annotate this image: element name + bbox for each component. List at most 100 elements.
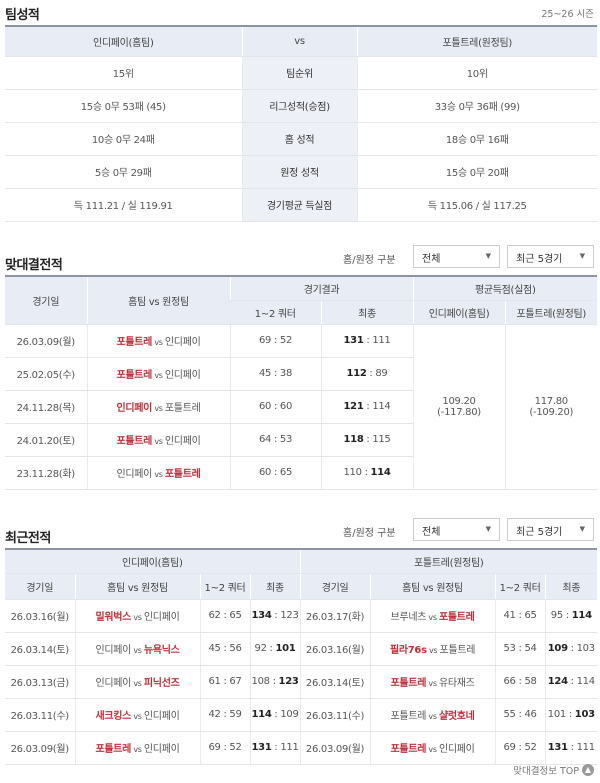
score-separator: :: [271, 467, 280, 478]
home-score: 45: [258, 368, 272, 379]
home-score: 42: [208, 709, 221, 720]
dropdown-arrow-icon: ▼: [485, 525, 491, 533]
score-separator: :: [266, 643, 276, 654]
q12-score: 55 : 46: [494, 698, 546, 732]
vs-label: vs: [131, 613, 144, 622]
game-count-select[interactable]: 최근 5경기 ▼: [507, 518, 594, 541]
away-score: 52: [279, 335, 293, 346]
away-score: 103: [574, 709, 595, 720]
match-date: 26.03.16(월): [5, 599, 75, 633]
match-date: 26.03.11(수): [5, 698, 75, 732]
vs-label: vs: [426, 679, 439, 688]
away-team: 인디페이: [164, 370, 201, 381]
home-score: 41: [503, 610, 516, 621]
table-row: 26.03.13(금) 인디페이 vs 피닉선즈 61 : 67 108 : 123 2…: [5, 665, 597, 699]
score-separator: :: [567, 643, 577, 654]
match-date: 24.01.20(토): [5, 423, 87, 457]
score-separator: :: [366, 368, 376, 379]
away-score: 114: [571, 610, 592, 621]
matchup: 포틀트레 vs 샬럿호네: [369, 698, 496, 732]
vs-label: vs: [131, 745, 144, 754]
score-separator: :: [515, 643, 525, 654]
final-score: 109 : 103: [544, 632, 597, 666]
final-score: 134 : 123: [249, 599, 301, 633]
stat-row: 10승 0무 24패 홈 성적 18승 0무 16패: [5, 122, 597, 156]
away-score: 65: [229, 610, 242, 621]
final-score: 121 : 114: [320, 390, 414, 424]
table-row: 24.01.20(토) 포틀트레 vs 인디페이 64 : 53 118 : 115: [5, 423, 597, 457]
q12-score: 69 : 52: [494, 731, 546, 765]
top-link[interactable]: 맞대결정보 TOP ▲: [513, 763, 594, 777]
score-separator: :: [271, 434, 280, 445]
vs-label: vs: [426, 712, 439, 721]
game-count-select[interactable]: 최근 5경기 ▼: [507, 245, 594, 268]
q12-header: 1~2 쿼터: [230, 300, 321, 325]
vs-label: vs: [131, 646, 144, 655]
dropdown-arrow-icon: ▼: [579, 525, 585, 533]
matchup: 브루네츠 vs 포틀트레: [369, 599, 496, 633]
table-row: 26.03.09(월) 포틀트레 vs 인디페이 69 : 52 131 : 111 1…: [5, 324, 597, 490]
away-stat: 득 115.06 / 실 117.25: [356, 188, 597, 222]
away-team: 인디페이: [164, 436, 201, 447]
select-value: 최근 5경기: [516, 527, 563, 538]
home-team: 포틀트레: [95, 744, 132, 755]
table-row: 23.11.28(화) 인디페이 vs 포틀트레 60 : 65 110 : 114: [5, 456, 597, 490]
avg-home-header: 인디페이(홈팀): [412, 300, 506, 325]
home-team: 인디페이: [116, 403, 153, 414]
home-score: 69: [208, 742, 221, 753]
home-score: 66: [503, 676, 516, 687]
away-score: 53: [279, 434, 293, 445]
avg-score: 109.20: [442, 395, 476, 407]
home-team: 브루네츠: [390, 612, 427, 623]
away-team: 유타재즈: [438, 678, 475, 689]
q12-score: 42 : 59: [199, 698, 250, 732]
away-score: 54: [524, 643, 537, 654]
recent-title: 최근전적: [5, 531, 51, 546]
vs-label: vs: [131, 712, 144, 721]
away-score: 114: [370, 467, 391, 478]
avg-header: 평균득점(실점): [412, 276, 597, 301]
score-separator: :: [562, 610, 572, 621]
home-away-filter-label: 홈/원정 구분: [343, 528, 396, 539]
matchup: 포틀트레 vs 인디페이: [86, 324, 230, 358]
team-stats-title: 팀성적: [5, 8, 40, 23]
score-separator: :: [220, 709, 230, 720]
dropdown-arrow-icon: ▼: [579, 252, 585, 260]
away-stat: 33승 0무 36패 (99): [356, 89, 597, 123]
home-away-select[interactable]: 전체 ▼: [413, 518, 500, 541]
home-team: 필라76s: [389, 645, 427, 656]
vs-label: vs: [426, 745, 439, 754]
home-stat: 10승 0무 24패: [5, 122, 242, 156]
avg-away-header: 포틀트레(원정팀): [504, 300, 597, 325]
final-score: 118 : 115: [320, 423, 414, 457]
home-stat: 15위: [5, 56, 242, 90]
away-team-header: 포틀트레(원정팀): [356, 26, 597, 57]
away-score: 56: [229, 643, 242, 654]
final-score: 101 : 103: [544, 698, 597, 732]
away-score: 89: [375, 368, 388, 379]
away-score: 46: [524, 709, 537, 720]
away-stat: 18승 0무 16패: [356, 122, 597, 156]
vs-label: vs: [152, 371, 165, 380]
away-team: 인디페이: [143, 744, 180, 755]
score-separator: :: [515, 709, 525, 720]
home-score: 55: [503, 709, 516, 720]
score-separator: :: [220, 742, 230, 753]
score-separator: :: [515, 610, 525, 621]
select-value: 전체: [422, 527, 441, 538]
away-team: 피닉선즈: [143, 678, 180, 689]
team-stats-table: 인디페이(홈팀) vs 포틀트레(원정팀) 15위 팀순위 10위 15승 0무 53…: [5, 25, 597, 222]
home-away-select[interactable]: 전체 ▼: [413, 245, 500, 268]
score-separator: :: [271, 709, 281, 720]
recent-home-team-header: 인디페이(홈팀): [5, 549, 301, 574]
vs-label: vs: [426, 646, 440, 655]
match-date: 26.03.11(수): [299, 698, 371, 732]
away-team: 인디페이: [143, 612, 180, 623]
home-team: 인디페이: [95, 678, 132, 689]
table-row: 26.03.09(월) 포틀트레 vs 인디페이 69 : 52 131 : 111 2…: [5, 731, 597, 765]
home-score: 45: [208, 643, 221, 654]
home-team: 포틀트레: [390, 678, 427, 689]
score-separator: :: [220, 643, 230, 654]
away-score: 65: [524, 610, 537, 621]
q12-score: 41 : 65: [494, 599, 546, 633]
